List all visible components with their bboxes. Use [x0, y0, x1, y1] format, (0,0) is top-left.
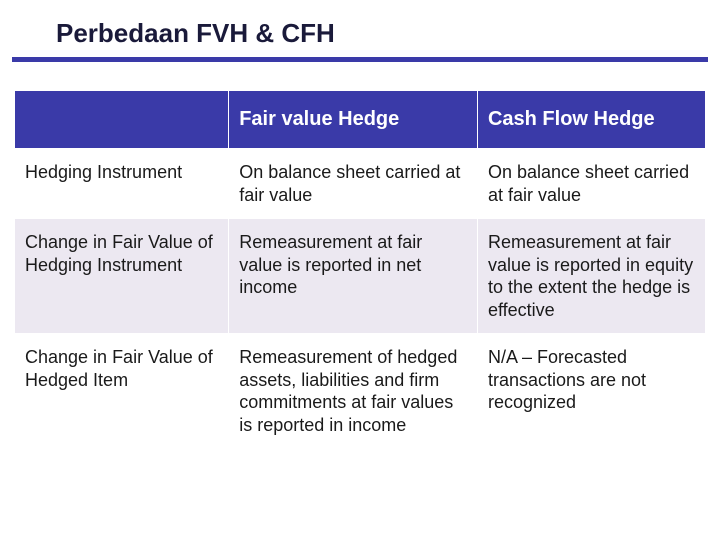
cell-cfh: N/A – Forecasted transactions are not re…	[477, 334, 705, 449]
cell-cfh: On balance sheet carried at fair value	[477, 149, 705, 219]
table-header-row: Fair value Hedge Cash Flow Hedge	[15, 91, 706, 149]
row-label: Hedging Instrument	[15, 149, 229, 219]
cell-cfh: Remeasurement at fair value is reported …	[477, 219, 705, 334]
table-row: Hedging Instrument On balance sheet carr…	[15, 149, 706, 219]
comparison-table-wrap: Fair value Hedge Cash Flow Hedge Hedging…	[14, 90, 706, 449]
row-label: Change in Fair Value of Hedging Instrume…	[15, 219, 229, 334]
cell-fvh: Remeasurement of hedged assets, liabilit…	[229, 334, 478, 449]
title-underline	[12, 57, 708, 62]
table-row: Change in Fair Value of Hedging Instrume…	[15, 219, 706, 334]
header-cfh: Cash Flow Hedge	[477, 91, 705, 149]
comparison-table: Fair value Hedge Cash Flow Hedge Hedging…	[14, 90, 706, 449]
cell-fvh: On balance sheet carried at fair value	[229, 149, 478, 219]
row-label: Change in Fair Value of Hedged Item	[15, 334, 229, 449]
header-blank	[15, 91, 229, 149]
slide-title: Perbedaan FVH & CFH	[0, 0, 720, 57]
table-row: Change in Fair Value of Hedged Item Reme…	[15, 334, 706, 449]
header-fvh: Fair value Hedge	[229, 91, 478, 149]
cell-fvh: Remeasurement at fair value is reported …	[229, 219, 478, 334]
